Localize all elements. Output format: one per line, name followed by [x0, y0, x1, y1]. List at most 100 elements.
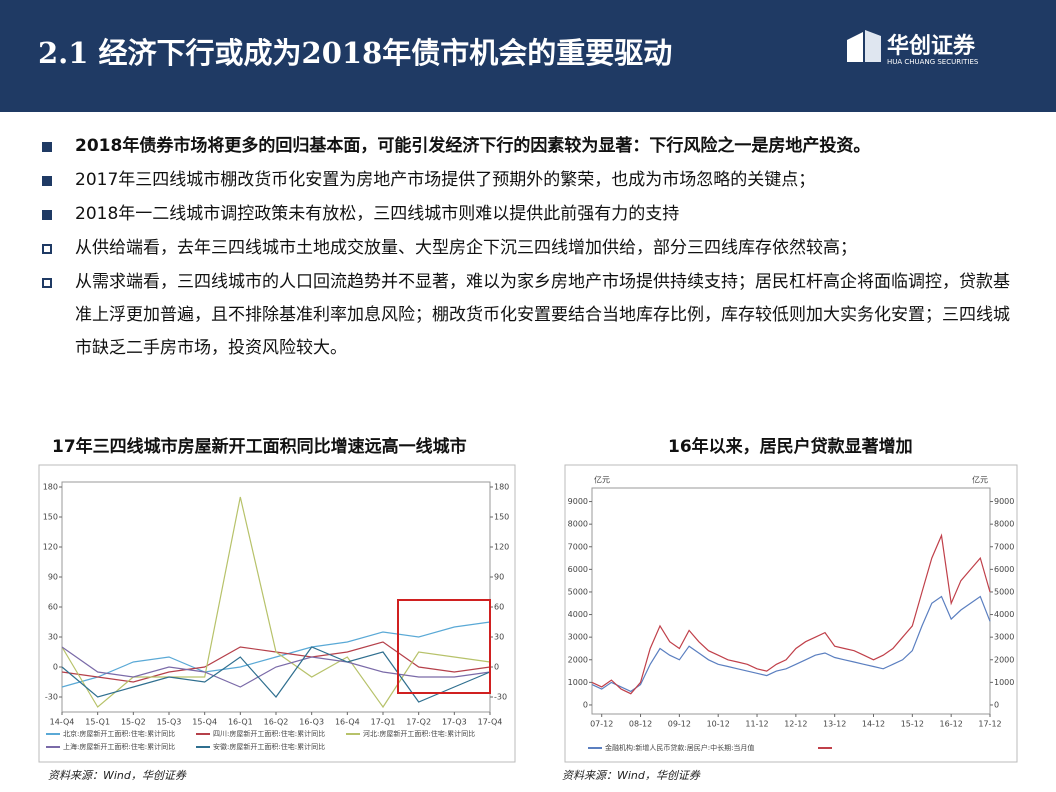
- bullet-item: 从供给端看，去年三四线城市土地成交放量、大型房企下沉三四线增加供给，部分三四线库…: [42, 232, 1017, 265]
- y2-tick-label: 9000: [994, 497, 1014, 506]
- y-tick-label: 1000: [568, 678, 588, 687]
- bullet-marker: [42, 278, 52, 288]
- y2-tick-label: 5000: [994, 587, 1014, 596]
- x-tick-label: 16-Q4: [335, 718, 360, 727]
- bullet-marker: [42, 176, 52, 186]
- x-tick-label: 12-12: [784, 720, 807, 729]
- y2-tick-label: 1000: [994, 678, 1014, 687]
- x-tick-label: 15-12: [901, 720, 924, 729]
- slide-title: 2.1 经济下行或成为2018年债市机会的重要驱动: [38, 36, 673, 70]
- y-tick-label: 60: [48, 603, 58, 612]
- y-tick-label: 150: [43, 513, 58, 522]
- legend-label: 上海:房屋新开工面积:住宅:累计同比: [63, 742, 175, 751]
- x-tick-label: 17-Q4: [478, 718, 503, 727]
- source-note: 资料来源：Wind，华创证券: [48, 769, 186, 782]
- x-tick-label: 16-Q2: [264, 718, 289, 727]
- bullet-text: 从需求端看，三四线城市的人口回流趋势并不显著，难以为家乡房地产市场提供持续支持；…: [75, 272, 1010, 358]
- chart: 0 1000 2000 3000 4000 5000 6000 7000 8000 9000 0 10…: [564, 464, 1018, 763]
- x-tick-label: 14-12: [862, 720, 885, 729]
- y2-tick-label: 4000: [994, 610, 1014, 619]
- y-tick-label: 8000: [568, 520, 588, 529]
- chart-title: 17年三四线城市房屋新开工面积同比增速远高一线城市: [52, 437, 467, 457]
- series-line: [61, 646, 491, 703]
- y-tick-label: 9000: [568, 497, 588, 506]
- x-tick-label: 16-Q1: [228, 718, 253, 727]
- y2-tick-label: 6000: [994, 565, 1014, 574]
- x-tick-label: 08-12: [629, 720, 652, 729]
- y2-tick-label: 30: [494, 633, 504, 642]
- y-tick-label: 90: [48, 573, 58, 582]
- y2-tick-label: -30: [494, 693, 507, 702]
- plot-area: [591, 487, 991, 715]
- x-tick-label: 17-12: [978, 720, 1001, 729]
- legend-label: 金融机构:新增人民币贷款:居民户:中长期:当月值: [605, 743, 754, 752]
- y2-tick-label: 150: [494, 513, 509, 522]
- bullet-item: 从需求端看，三四线城市的人口回流趋势并不显著，难以为家乡房地产市场提供持续支持；…: [42, 266, 1017, 365]
- bullet-marker: [42, 244, 52, 254]
- chart-title: 16年以来，居民户贷款显著增加: [668, 437, 913, 457]
- bullet-marker: [42, 142, 52, 152]
- x-tick-label: 15-Q4: [192, 718, 217, 727]
- bullet-item: 2018年一二线城市调控政策未有放松，三四线城市则难以提供此前强有力的支持: [42, 198, 1017, 231]
- bullet-item: 2017年三四线城市棚改货币化安置为房地产市场提供了预期外的繁荣，也成为市场忽略…: [42, 164, 1017, 197]
- x-tick-label: 17-Q1: [371, 718, 396, 727]
- series-line: [61, 621, 491, 688]
- x-tick-label: 15-Q1: [85, 718, 110, 727]
- logo-icon: [847, 30, 881, 62]
- x-tick-label: 13-12: [823, 720, 846, 729]
- y-tick-label: 6000: [568, 565, 588, 574]
- legend-label: 安徽:房屋新开工面积:住宅:累计同比: [213, 742, 325, 751]
- x-tick-label: 11-12: [745, 720, 768, 729]
- y2-tick-label: 3000: [994, 633, 1014, 642]
- y2-tick-label: 7000: [994, 542, 1014, 551]
- highlight-box: [397, 599, 491, 694]
- bullet-text: 2017年三四线城市棚改货币化安置为房地产市场提供了预期外的繁荣，也成为市场忽略…: [75, 170, 816, 190]
- bullet-text: 2018年债券市场将更多的回归基本面，可能引发经济下行的因素较为显著：下行风险之…: [75, 136, 871, 156]
- header-band: 2.1 经济下行或成为2018年债市机会的重要驱动 华创证券 HUA CHUAN…: [0, 0, 1056, 112]
- logo-text: 华创证券: [887, 34, 976, 59]
- y-tick-label: 0: [583, 700, 588, 709]
- bullet-text: 2018年一二线城市调控政策未有放松，三四线城市则难以提供此前强有力的支持: [75, 204, 680, 224]
- y-tick-label: 30: [48, 633, 58, 642]
- y2-tick-label: 60: [494, 603, 504, 612]
- x-tick-label: 16-12: [940, 720, 963, 729]
- legend-label: 北京:房屋新开工面积:住宅:累计同比: [63, 729, 175, 738]
- y-tick-label: 5000: [568, 587, 588, 596]
- source-note: 资料来源：Wind，华创证券: [562, 769, 700, 782]
- bullet-text: 从供给端看，去年三四线城市土地成交放量、大型房企下沉三四线增加供给，部分三四线库…: [75, 238, 857, 258]
- y-axis-label: 亿元: [594, 475, 610, 485]
- x-tick-label: 17-Q3: [442, 718, 467, 727]
- series-line: [61, 646, 491, 688]
- y-tick-label: 0: [53, 663, 58, 672]
- chart: -30 0 30 60 90 120 150 180 -30 0 30 60 90 120 150 180 14…: [38, 464, 516, 763]
- x-tick-label: 16-Q3: [299, 718, 324, 727]
- x-tick-label: 15-Q3: [157, 718, 182, 727]
- legend-label: 四川:房屋新开工面积:住宅:累计同比: [213, 729, 325, 738]
- y-tick-label: 4000: [568, 610, 588, 619]
- y-tick-label: 2000: [568, 655, 588, 664]
- y2-tick-label: 0: [994, 700, 999, 709]
- y2-tick-label: 2000: [994, 655, 1014, 664]
- x-tick-label: 09-12: [668, 720, 691, 729]
- y2-tick-label: 90: [494, 573, 504, 582]
- y2-tick-label: 0: [494, 663, 499, 672]
- x-tick-label: 17-Q2: [406, 718, 431, 727]
- legend-label: 河北:房屋新开工面积:住宅:累计同比: [363, 729, 475, 738]
- y-tick-label: 120: [43, 543, 58, 552]
- y-tick-label: -30: [45, 693, 58, 702]
- x-tick-label: 15-Q2: [121, 718, 146, 727]
- bullet-marker: [42, 210, 52, 220]
- series-line: [591, 533, 991, 695]
- y-tick-label: 180: [43, 483, 58, 492]
- y2-axis-label: 亿元: [972, 475, 988, 485]
- y-tick-label: 3000: [568, 633, 588, 642]
- y2-tick-label: 8000: [994, 520, 1014, 529]
- x-tick-label: 14-Q4: [50, 718, 75, 727]
- bullet-item: 2018年债券市场将更多的回归基本面，可能引发经济下行的因素较为显著：下行风险之…: [42, 130, 1017, 163]
- y2-tick-label: 120: [494, 543, 509, 552]
- logo-subtext: HUA CHUANG SECURITIES: [887, 58, 979, 66]
- x-tick-label: 07-12: [590, 720, 613, 729]
- y-tick-label: 7000: [568, 542, 588, 551]
- x-tick-label: 10-12: [707, 720, 730, 729]
